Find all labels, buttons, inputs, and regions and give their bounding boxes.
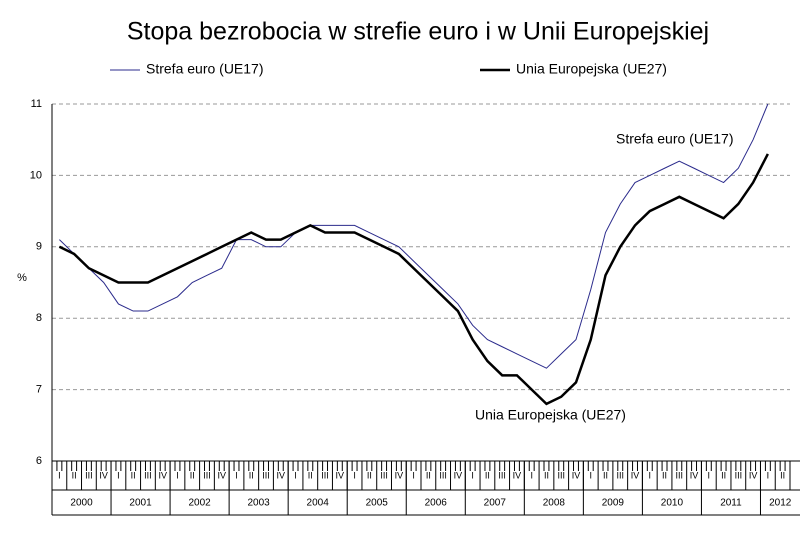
year-label: 2003 [248, 498, 271, 509]
x-tick-label: IV [690, 470, 699, 480]
year-label: 2012 [769, 498, 792, 509]
year-label: 2007 [484, 498, 507, 509]
x-tick-label: II [249, 470, 254, 480]
year-label: 2006 [425, 498, 448, 509]
y-tick-label: 10 [30, 169, 42, 181]
data-line [58, 153, 769, 406]
x-tick-label: I [176, 470, 179, 480]
legend-label: Unia Europejska (UE27) [516, 61, 667, 77]
y-tick-label: 7 [36, 384, 42, 396]
year-label: 2005 [366, 498, 389, 509]
x-tick-label: I [412, 470, 415, 480]
x-tick-label: I [471, 470, 474, 480]
x-tick-label: III [617, 470, 625, 480]
x-tick-label: II [662, 470, 667, 480]
x-tick-label: III [321, 470, 329, 480]
x-tick-label: III [85, 470, 93, 480]
data-line [59, 103, 769, 369]
legend-label: Strefa euro (UE17) [146, 61, 264, 77]
y-tick-label: 6 [36, 455, 42, 467]
y-axis-label: % [17, 272, 27, 284]
x-tick-label: I [353, 470, 356, 480]
x-tick-label: II [603, 470, 608, 480]
x-tick-label: I [708, 470, 711, 480]
x-tick-label: III [262, 470, 270, 480]
x-tick-label: IV [158, 470, 167, 480]
x-tick-label: IV [749, 470, 758, 480]
chart-title: Stopa bezrobocia w strefie euro i w Unii… [127, 18, 709, 46]
x-tick-label: II [544, 470, 549, 480]
x-tick-label: II [780, 470, 785, 480]
year-label: 2009 [602, 498, 625, 509]
x-tick-label: IV [572, 470, 581, 480]
annotation: Unia Europejska (UE27) [475, 407, 626, 423]
year-label: 2004 [307, 498, 330, 509]
x-tick-label: I [294, 470, 297, 480]
x-tick-label: IV [395, 470, 404, 480]
year-label: 2000 [70, 498, 93, 509]
x-tick-label: IV [99, 470, 108, 480]
x-tick-label: II [426, 470, 431, 480]
x-tick-label: I [58, 470, 61, 480]
x-tick-label: IV [277, 470, 286, 480]
x-tick-label: III [380, 470, 388, 480]
year-label: 2011 [720, 498, 742, 509]
x-tick-label: IV [336, 470, 345, 480]
x-tick-label: III [203, 470, 211, 480]
x-tick-label: I [767, 470, 770, 480]
y-tick-label: 9 [36, 241, 42, 253]
year-label: 2010 [661, 498, 684, 509]
x-tick-label: IV [217, 470, 226, 480]
x-tick-label: III [557, 470, 565, 480]
x-tick-label: III [498, 470, 506, 480]
x-tick-label: II [721, 470, 726, 480]
x-tick-label: II [131, 470, 136, 480]
x-tick-label: IV [513, 470, 522, 480]
x-tick-label: III [676, 470, 684, 480]
year-label: 2001 [129, 498, 152, 509]
x-tick-label: III [439, 470, 447, 480]
x-tick-label: III [144, 470, 152, 480]
x-tick-label: I [117, 470, 120, 480]
x-tick-label: I [649, 470, 652, 480]
x-tick-label: II [308, 470, 313, 480]
x-tick-label: I [235, 470, 238, 480]
x-tick-label: II [72, 470, 77, 480]
year-label: 2002 [188, 498, 211, 509]
y-tick-label: 11 [31, 98, 42, 110]
year-label: 2008 [543, 498, 566, 509]
x-tick-label: II [367, 470, 372, 480]
x-tick-label: I [589, 470, 592, 480]
annotation: Strefa euro (UE17) [616, 131, 734, 147]
x-tick-label: I [530, 470, 533, 480]
x-tick-label: II [485, 470, 490, 480]
x-tick-label: II [190, 470, 195, 480]
y-tick-label: 8 [36, 312, 42, 324]
x-tick-label: IV [454, 470, 463, 480]
x-tick-label: IV [631, 470, 640, 480]
x-tick-label: III [735, 470, 743, 480]
